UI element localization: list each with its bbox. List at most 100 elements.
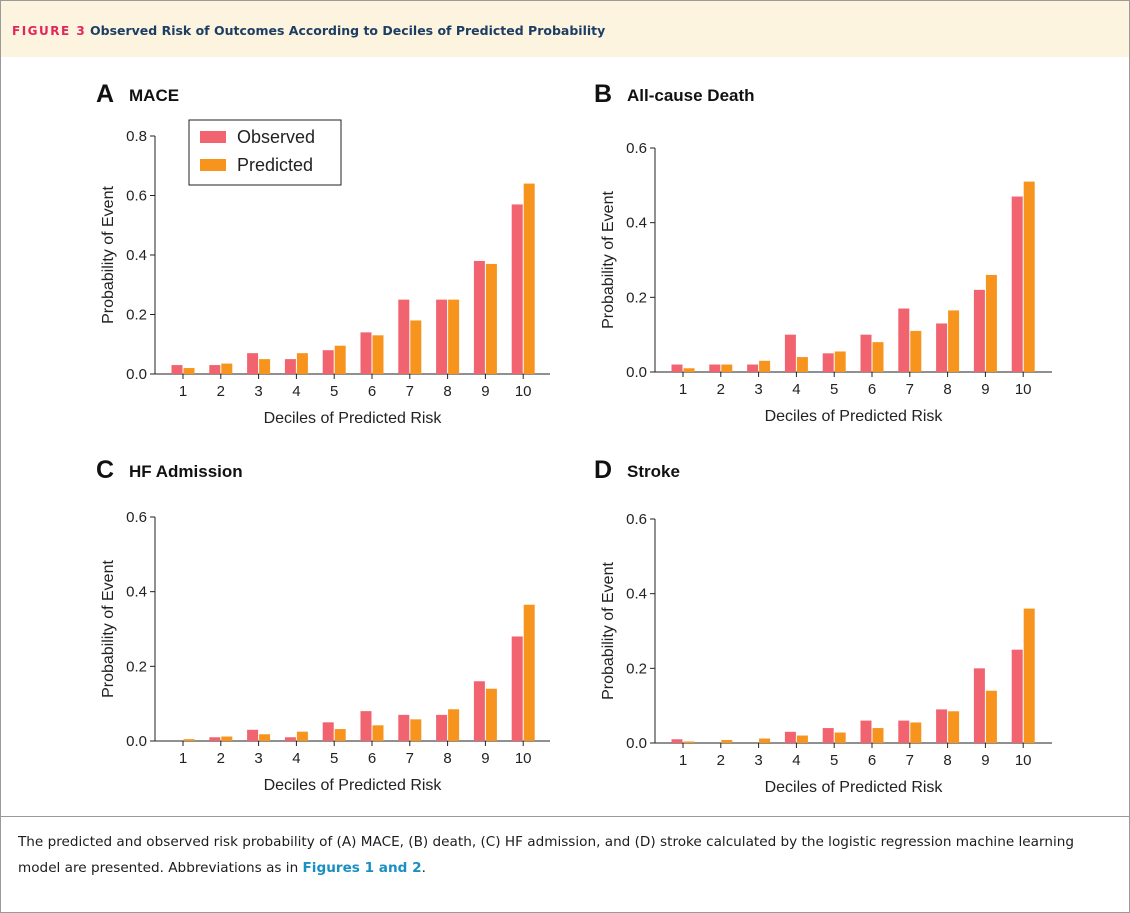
panel-d-bar-predicted bbox=[910, 722, 921, 743]
panel-c-x-tick-label: 1 bbox=[179, 750, 187, 767]
panel-c-y-tick-label: 0.2 bbox=[126, 658, 147, 675]
panel-a-x-tick-label: 1 bbox=[179, 383, 187, 400]
panel-c-x-tick-label: 3 bbox=[254, 750, 262, 767]
panel-b-x-tick-label: 2 bbox=[717, 381, 725, 398]
panel-c-bar-predicted bbox=[524, 605, 535, 741]
panel-d-bar-observed bbox=[861, 721, 872, 743]
panel-c-bar-observed bbox=[512, 636, 523, 741]
panel-c-x-tick-label: 5 bbox=[330, 750, 338, 767]
panel-b-y-tick-label: 0.2 bbox=[626, 289, 647, 306]
panel-c-bar-predicted bbox=[373, 725, 384, 741]
panel-d-bar-observed bbox=[898, 721, 909, 743]
panel-c-y-axis-title: Probability of Event bbox=[100, 560, 117, 698]
panel-a-bar-predicted bbox=[448, 300, 459, 374]
panel-a-y-tick-label: 0.2 bbox=[126, 307, 147, 324]
panel-b-bar-observed bbox=[672, 365, 683, 372]
panel-c-bar-observed bbox=[474, 681, 485, 741]
panel-c-letter: C bbox=[96, 456, 114, 484]
panel-d-y-tick-label: 0.4 bbox=[626, 586, 647, 603]
figures-link[interactable]: Figures 1 and 2 bbox=[303, 860, 422, 876]
panel-d-bar-predicted bbox=[759, 739, 770, 743]
panel-c-bar-predicted bbox=[410, 719, 421, 741]
panel-d-y-tick-label: 0.0 bbox=[626, 735, 647, 752]
panel-a-title: MACE bbox=[129, 86, 179, 105]
panel-b-bar-predicted bbox=[1024, 182, 1035, 372]
panel-b-x-tick-label: 6 bbox=[868, 381, 876, 398]
panel-c-bar-predicted bbox=[221, 737, 232, 741]
panel-c-bar-observed bbox=[323, 722, 334, 741]
legend-swatch-observed bbox=[200, 131, 226, 143]
panel-b-bar-predicted bbox=[986, 275, 997, 372]
panel-d-x-axis-title: Deciles of Predicted Risk bbox=[765, 779, 944, 796]
panel-a-x-tick-label: 2 bbox=[217, 383, 225, 400]
panel-c-y-tick-label: 0.4 bbox=[126, 584, 147, 601]
panel-d-title: Stroke bbox=[627, 462, 680, 481]
panel-b-y-tick-label: 0.6 bbox=[626, 140, 647, 157]
panel-a-bar-observed bbox=[436, 300, 447, 374]
panel-b-bar-predicted bbox=[873, 342, 884, 372]
panel-b-bar-predicted bbox=[721, 365, 732, 372]
panel-a-x-tick-label: 6 bbox=[368, 383, 376, 400]
panel-b-bar-observed bbox=[747, 365, 758, 372]
panel-a-bar-observed bbox=[209, 365, 220, 374]
panel-c-bar-predicted bbox=[184, 739, 195, 741]
panel-b-bar-observed bbox=[785, 335, 796, 372]
panel-b-x-tick-label: 8 bbox=[943, 381, 951, 398]
panel-b-bar-observed bbox=[1012, 197, 1023, 372]
panel-a-letter: A bbox=[96, 80, 114, 108]
panel-a-y-axis-title: Probability of Event bbox=[100, 186, 117, 324]
panel-b-x-tick-label: 1 bbox=[679, 381, 687, 398]
panel-c-x-axis-title: Deciles of Predicted Risk bbox=[264, 777, 443, 794]
panel-a-bar-predicted bbox=[524, 184, 535, 374]
panel-b-title: All-cause Death bbox=[627, 86, 755, 105]
panel-c-bar-observed bbox=[398, 715, 409, 741]
panel-a-y-tick-label: 0.6 bbox=[126, 188, 147, 205]
panel-a-x-tick-label: 4 bbox=[292, 383, 300, 400]
panel-b-x-tick-label: 9 bbox=[981, 381, 989, 398]
panel-b-y-tick-label: 0.0 bbox=[626, 364, 647, 381]
legend-swatch-predicted bbox=[200, 159, 226, 171]
panel-d-bar-observed bbox=[936, 709, 947, 743]
panel-a-bar-observed bbox=[474, 261, 485, 374]
panel-b-bar-observed bbox=[709, 365, 720, 372]
panel-d-bar-predicted bbox=[1024, 609, 1035, 743]
panel-a-bar-predicted bbox=[184, 368, 195, 374]
panel-d-y-tick-label: 0.2 bbox=[626, 660, 647, 677]
panel-d-x-tick-label: 2 bbox=[717, 752, 725, 769]
panel-c-x-tick-label: 8 bbox=[443, 750, 451, 767]
panel-c-bar-observed bbox=[285, 737, 296, 741]
panel-b-x-tick-label: 10 bbox=[1015, 381, 1032, 398]
panel-c-bar-observed bbox=[247, 730, 258, 741]
caption-end: . bbox=[422, 860, 426, 876]
panel-d-x-tick-label: 1 bbox=[679, 752, 687, 769]
panel-a-bar-observed bbox=[512, 204, 523, 374]
panel-c-x-tick-label: 4 bbox=[292, 750, 300, 767]
panel-c-bar-observed bbox=[209, 737, 220, 741]
panel-d-bar-predicted bbox=[948, 711, 959, 743]
panel-d-bar-predicted bbox=[873, 728, 884, 743]
panel-d-bar-observed bbox=[672, 739, 683, 743]
panel-d-bar-predicted bbox=[721, 740, 732, 743]
panel-b-y-tick-label: 0.4 bbox=[626, 215, 647, 232]
panel-d-x-tick-label: 7 bbox=[906, 752, 914, 769]
panel-b-letter: B bbox=[594, 80, 612, 108]
panel-a-y-tick-label: 0.4 bbox=[126, 247, 147, 264]
panel-b-bar-predicted bbox=[797, 357, 808, 372]
panel-a-x-tick-label: 10 bbox=[515, 383, 532, 400]
panel-a-x-tick-label: 7 bbox=[406, 383, 414, 400]
caption-text: The predicted and observed risk probabil… bbox=[18, 834, 1074, 876]
panel-d-bar-predicted bbox=[797, 736, 808, 743]
panel-c-x-tick-label: 10 bbox=[515, 750, 532, 767]
panel-d-bar-predicted bbox=[986, 691, 997, 743]
panel-a-bar-predicted bbox=[259, 359, 270, 374]
panel-c-bar-predicted bbox=[335, 729, 346, 741]
panel-a-bar-predicted bbox=[297, 353, 308, 374]
panel-a-bar-observed bbox=[323, 350, 334, 374]
panel-d-bar-observed bbox=[785, 732, 796, 743]
panel-a-bar-observed bbox=[398, 300, 409, 374]
panel-b-bar-predicted bbox=[684, 368, 695, 372]
panel-a-bar-observed bbox=[285, 359, 296, 374]
panel-a-bar-predicted bbox=[373, 335, 384, 374]
panel-b-x-axis-title: Deciles of Predicted Risk bbox=[765, 408, 944, 425]
panel-d-x-tick-label: 3 bbox=[754, 752, 762, 769]
